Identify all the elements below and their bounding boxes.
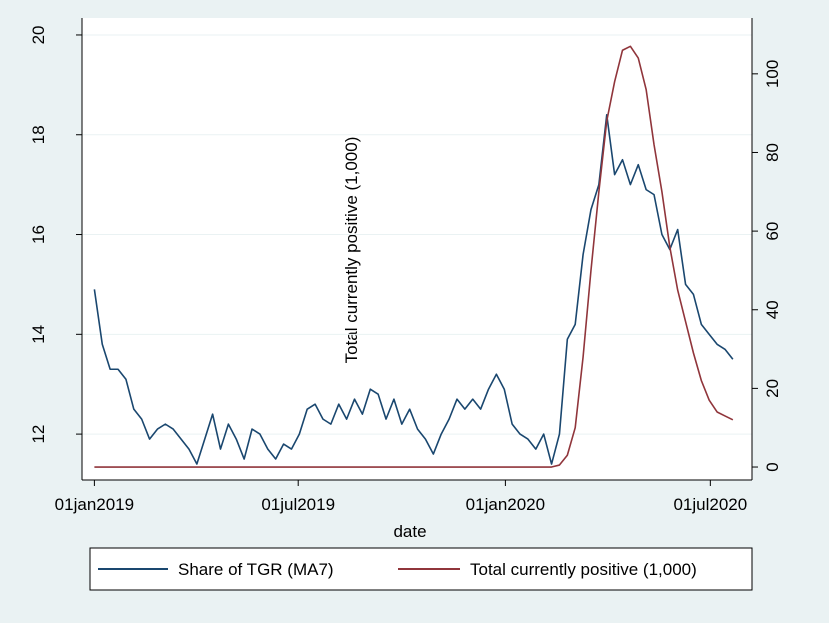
y-tick-label: 20 — [29, 26, 48, 45]
legend-label: Total currently positive (1,000) — [470, 560, 697, 579]
y2-tick-label: 0 — [763, 462, 782, 471]
x-tick-label: 01jan2020 — [466, 495, 545, 514]
y-tick-label: 14 — [29, 325, 48, 344]
x-axis-title: date — [393, 522, 426, 541]
y2-tick-label: 100 — [763, 60, 782, 88]
y-tick-label: 16 — [29, 225, 48, 244]
data-line — [94, 45, 734, 468]
y-tick-label: 12 — [29, 425, 48, 444]
x-tick-label: 01jul2019 — [261, 495, 335, 514]
y2-tick-label: 60 — [763, 222, 782, 241]
plot-area — [82, 18, 752, 480]
y2-axis-title: Total currently positive (1,000) — [342, 137, 361, 364]
x-tick-label: 01jan2019 — [55, 495, 134, 514]
legend-label: Share of TGR (MA7) — [178, 560, 334, 579]
y2-tick-label: 40 — [763, 300, 782, 319]
y2-tick-label: 20 — [763, 379, 782, 398]
x-tick-label: 01jul2020 — [673, 495, 747, 514]
y2-tick-label: 80 — [763, 143, 782, 162]
data-line — [93, 113, 734, 465]
y-tick-label: 18 — [29, 125, 48, 144]
